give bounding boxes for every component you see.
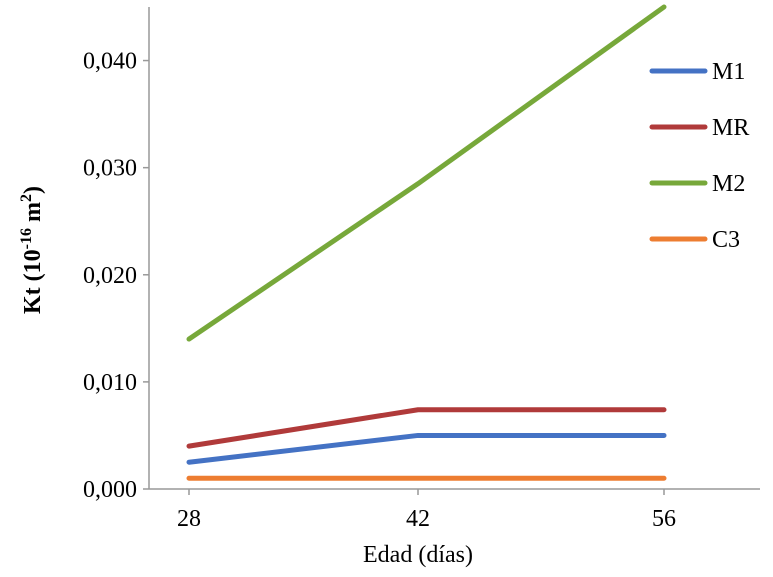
y-tick-label: 0,030 <box>83 156 137 182</box>
x-tick-label: 28 <box>177 506 201 532</box>
y-tick-label: 0,040 <box>83 49 137 75</box>
legend: M1 MR M2 C3 <box>642 46 762 260</box>
y-axis-title-mid: m <box>20 202 46 228</box>
y-axis-title-end: ) <box>20 186 46 194</box>
axes: 0,000 0,010 0,020 0,030 0,040 28 42 56 <box>83 7 760 532</box>
series-line-m1 <box>186 432 667 465</box>
y-tick-label: 0,000 <box>83 477 137 503</box>
legend-label-mr: MR <box>712 115 749 141</box>
y-tick-label: 0,020 <box>83 263 137 289</box>
legend-box <box>642 46 762 260</box>
series-line-m2 <box>186 4 667 342</box>
series-group <box>186 4 667 481</box>
y-axis-title-exp: -16 <box>18 228 35 249</box>
legend-label-c3: C3 <box>712 227 740 253</box>
x-tick-label: 56 <box>652 506 676 532</box>
x-axis-title: Edad (días) <box>363 542 473 568</box>
y-axis-title: Kt (10-16 m2) <box>18 186 46 314</box>
y-axis-title-exp2: 2 <box>18 194 35 202</box>
legend-label-m2: M2 <box>712 171 745 197</box>
legend-label-m1: M1 <box>712 59 745 85</box>
x-tick-label: 42 <box>406 506 430 532</box>
series-line-mr <box>186 407 667 449</box>
y-axis-title-base: Kt (10 <box>20 249 46 314</box>
y-tick-label: 0,010 <box>83 370 137 396</box>
